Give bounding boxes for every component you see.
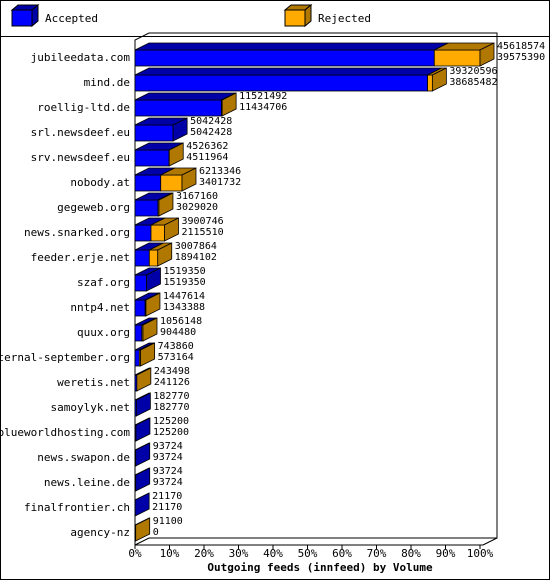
- bar-segment: [135, 275, 146, 291]
- bar-segment: [135, 325, 142, 341]
- accepted-label: 2115510: [182, 227, 224, 238]
- category-label: mind.de: [84, 76, 130, 89]
- x-tick-label: 20%: [194, 547, 214, 560]
- x-tick-label: 60%: [332, 547, 352, 560]
- x-tick-label: 0%: [128, 547, 142, 560]
- bar-segment: [135, 125, 173, 141]
- total-label: 6213346: [199, 166, 241, 177]
- bar-segment: [135, 350, 139, 366]
- category-label: agency-nz: [70, 526, 130, 539]
- category-label: szaf.org: [77, 276, 130, 289]
- legend-label: Accepted: [45, 12, 98, 25]
- accepted-label: 38685482: [449, 77, 497, 88]
- category-label: weretis.net: [57, 376, 130, 389]
- total-label: 45618574: [497, 41, 545, 52]
- total-label: 1447614: [163, 291, 205, 302]
- total-label: 5042428: [190, 116, 232, 127]
- category-label: eternal-september.org: [0, 351, 130, 364]
- x-tick-label: 90%: [436, 547, 456, 560]
- accepted-label: 0: [153, 527, 159, 538]
- accepted-label: 3401732: [199, 177, 241, 188]
- accepted-label: 11434706: [239, 102, 287, 113]
- bar-top: [135, 43, 448, 50]
- bar-top: [135, 68, 442, 75]
- category-label: gegeweb.org: [57, 201, 130, 214]
- accepted-label: 39575390: [497, 52, 545, 63]
- x-axis-title: Outgoing feeds (innfeed) by Volume: [207, 561, 433, 574]
- total-label: 91100: [153, 516, 183, 527]
- bar-segment: [135, 250, 149, 266]
- total-label: 93724: [153, 441, 183, 452]
- accepted-label: 1343388: [163, 302, 205, 313]
- x-tick-label: 30%: [229, 547, 249, 560]
- total-label: 93724: [153, 466, 183, 477]
- accepted-label: 125200: [153, 427, 189, 438]
- accepted-label: 182770: [153, 402, 189, 413]
- total-label: 3900746: [182, 216, 224, 227]
- category-label: samoylyk.net: [51, 401, 130, 414]
- bar-segment: [161, 175, 182, 191]
- total-label: 3007864: [175, 241, 217, 252]
- bar-segment: [135, 50, 434, 66]
- bar-segment: [428, 75, 433, 91]
- bar-top: [135, 93, 235, 100]
- accepted-label: 3029020: [176, 202, 218, 213]
- accepted-label: 93724: [153, 477, 183, 488]
- accepted-label: 5042428: [190, 127, 232, 138]
- category-label: news.snarked.org: [24, 226, 130, 239]
- bar-segment: [434, 50, 480, 66]
- bar-segment: [135, 175, 161, 191]
- total-label: 1519350: [163, 266, 205, 277]
- total-label: 3167160: [176, 191, 218, 202]
- category-label: news.swapon.de: [37, 451, 130, 464]
- bar-segment: [151, 225, 165, 241]
- category-label: news.leine.de: [44, 476, 130, 489]
- total-label: 182770: [153, 391, 189, 402]
- legend-swatch: [12, 10, 32, 26]
- bar-segment: [135, 100, 221, 116]
- total-label: 4526362: [186, 141, 228, 152]
- x-tick-label: 80%: [401, 547, 421, 560]
- x-tick-label: 70%: [367, 547, 387, 560]
- accepted-label: 1519350: [163, 277, 205, 288]
- bar-segment: [135, 150, 169, 166]
- total-label: 1056148: [160, 316, 202, 327]
- total-label: 21170: [152, 491, 182, 502]
- bar-segment: [135, 225, 151, 241]
- category-label: srl.newsdeef.eu: [31, 126, 130, 139]
- accepted-label: 4511964: [186, 152, 228, 163]
- x-tick-label: 100%: [467, 547, 494, 560]
- category-label: finalfrontier.ch: [24, 501, 130, 514]
- x-tick-label: 40%: [263, 547, 283, 560]
- bar-segment: [135, 75, 428, 91]
- accepted-label: 573164: [158, 352, 194, 363]
- accepted-label: 904480: [160, 327, 196, 338]
- x-tick-label: 50%: [298, 547, 318, 560]
- accepted-label: 93724: [153, 452, 183, 463]
- category-label: feeder.erje.net: [31, 251, 130, 264]
- category-label: jubileedata.com: [31, 51, 131, 64]
- legend-label: Rejected: [318, 12, 371, 25]
- category-label: nobody.at: [70, 176, 130, 189]
- bar-segment: [135, 300, 145, 316]
- x-tick-label: 10%: [160, 547, 180, 560]
- category-label: roellig-ltd.de: [37, 101, 130, 114]
- category-label: srv.newsdeef.eu: [31, 151, 130, 164]
- bar-segment: [135, 200, 158, 216]
- bar-segment: [149, 250, 157, 266]
- total-label: 39320596: [449, 66, 497, 77]
- category-label: blueworldhosting.com: [0, 426, 130, 439]
- total-label: 11521492: [239, 91, 287, 102]
- accepted-label: 1894102: [175, 252, 217, 263]
- category-label: quux.org: [77, 326, 130, 339]
- total-label: 743860: [158, 341, 194, 352]
- total-label: 125200: [153, 416, 189, 427]
- legend-swatch: [285, 10, 305, 26]
- total-label: 243498: [154, 366, 190, 377]
- accepted-label: 21170: [152, 502, 182, 513]
- accepted-label: 241126: [154, 377, 190, 388]
- category-label: nntp4.net: [70, 301, 130, 314]
